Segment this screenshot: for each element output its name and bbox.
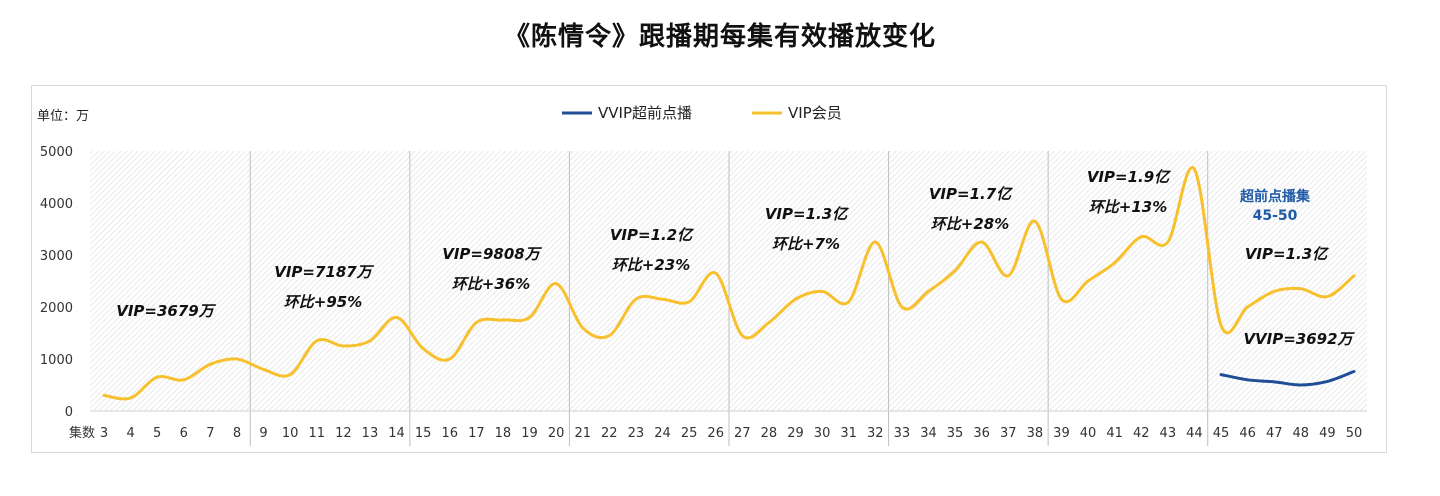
x-tick-label: 15 (415, 426, 432, 441)
x-tick-label: 44 (1186, 426, 1203, 441)
x-tick-label: 30 (814, 426, 831, 441)
x-tick-label: 50 (1346, 426, 1363, 441)
x-tick-label: 36 (973, 426, 990, 441)
annotation-3-line-1: 环比+23% (612, 256, 690, 274)
x-tick-label: 26 (707, 426, 724, 441)
annotation-2-line-0: VIP=9808万 (442, 245, 543, 263)
x-tick-label: 11 (308, 426, 325, 441)
x-tick-label: 16 (441, 426, 458, 441)
y-tick-label: 1000 (40, 353, 73, 368)
annotation-8-line-0: VIP=1.3亿 (1245, 245, 1329, 263)
y-tick-label: 3000 (40, 249, 73, 264)
x-tick-label: 3 (100, 426, 108, 441)
x-tick-label: 7 (206, 426, 214, 441)
x-tick-label: 4 (126, 426, 134, 441)
series-line-0 (1219, 370, 1356, 387)
x-tick-label: 46 (1239, 426, 1256, 441)
x-tick-label: 28 (761, 426, 778, 441)
chart-legend: VVIP超前点播 VIP会员 (562, 104, 842, 122)
unit-label: 单位：万 (37, 109, 89, 124)
x-tick-label: 5 (153, 426, 161, 441)
legend-label-0: VVIP超前点播 (598, 104, 692, 122)
x-tick-label: 49 (1319, 426, 1336, 441)
x-tick-label: 14 (388, 426, 405, 441)
x-tick-label: 21 (574, 426, 591, 441)
y-tick-label: 5000 (40, 145, 73, 160)
x-tick-label: 31 (840, 426, 857, 441)
annotation-2-line-1: 环比+36% (452, 275, 530, 293)
annotation-4-line-1: 环比+7% (772, 235, 840, 253)
x-tick-label: 34 (920, 426, 937, 441)
x-tick-label: 22 (601, 426, 618, 441)
x-tick-label: 48 (1293, 426, 1310, 441)
x-tick-label: 27 (734, 426, 751, 441)
chart-grid (249, 151, 1209, 446)
annotation-7-line-1: 45-50 (1253, 208, 1298, 224)
annotation-5-line-1: 环比+28% (931, 215, 1009, 233)
x-tick-label: 37 (1000, 426, 1017, 441)
x-tick-label: 47 (1266, 426, 1283, 441)
y-tick-label: 2000 (40, 301, 73, 316)
chart-series (102, 166, 1356, 401)
series-line-1 (102, 166, 1356, 401)
x-tick-label: 17 (468, 426, 485, 441)
x-tick-label: 39 (1053, 426, 1070, 441)
annotation-4-line-0: VIP=1.3亿 (765, 205, 849, 223)
annotation-9-line-0: VVIP=3692万 (1243, 330, 1355, 348)
x-tick-label: 43 (1160, 426, 1177, 441)
x-axis-label: 集数 (69, 425, 95, 441)
x-tick-label: 19 (521, 426, 538, 441)
x-tick-label: 10 (282, 426, 299, 441)
annotation-3-line-0: VIP=1.2亿 (610, 226, 694, 244)
y-tick-label: 4000 (40, 197, 73, 212)
x-tick-label: 9 (259, 426, 267, 441)
annotation-1-line-0: VIP=7187万 (274, 263, 375, 281)
x-tick-label: 33 (894, 426, 911, 441)
annotation-6-line-1: 环比+13% (1089, 198, 1167, 216)
legend-label-1: VIP会员 (788, 104, 842, 122)
x-tick-label: 42 (1133, 426, 1150, 441)
x-tick-label: 24 (654, 426, 671, 441)
annotation-5-line-0: VIP=1.7亿 (929, 185, 1013, 203)
annotation-7-line-0: 超前点播集 (1239, 188, 1311, 205)
annotation-1-line-1: 环比+95% (284, 293, 362, 311)
x-tick-label: 18 (495, 426, 512, 441)
x-tick-label: 13 (362, 426, 379, 441)
annotation-6-line-0: VIP=1.9亿 (1087, 168, 1171, 186)
x-tick-label: 38 (1027, 426, 1044, 441)
x-tick-label: 32 (867, 426, 884, 441)
x-tick-label: 23 (628, 426, 645, 441)
x-tick-label: 6 (180, 426, 188, 441)
x-tick-label: 41 (1106, 426, 1123, 441)
x-tick-label: 25 (681, 426, 698, 441)
annotation-0-line-0: VIP=3679万 (116, 302, 217, 320)
x-tick-label: 12 (335, 426, 352, 441)
x-tick-label: 8 (233, 426, 241, 441)
x-tick-label: 20 (548, 426, 565, 441)
chart-title: 《陈情令》跟播期每集有效播放变化 (503, 22, 936, 52)
x-tick-label: 35 (947, 426, 964, 441)
y-tick-label: 0 (65, 405, 73, 420)
x-tick-label: 45 (1213, 426, 1230, 441)
x-tick-label: 40 (1080, 426, 1097, 441)
x-tick-label: 29 (787, 426, 804, 441)
